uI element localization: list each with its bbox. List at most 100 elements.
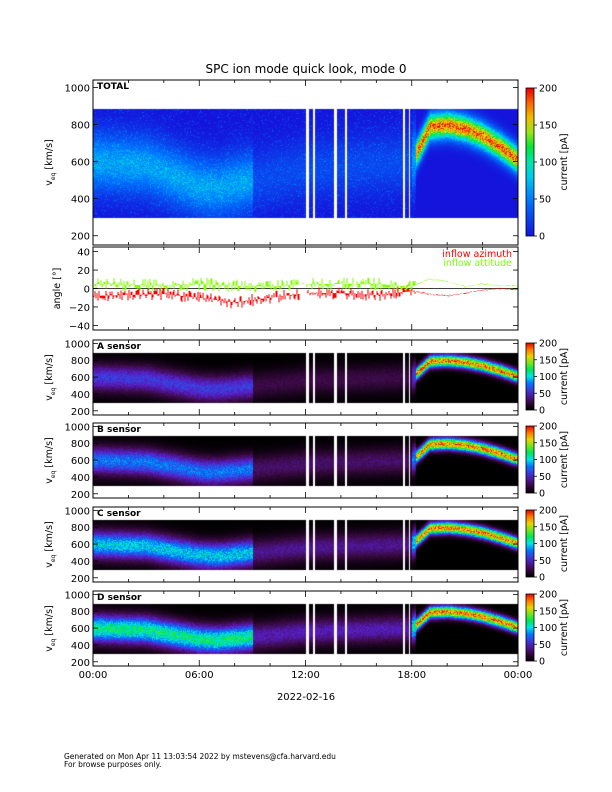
colorbar-tick-label: 100 xyxy=(539,539,557,550)
colorbar-tick-label: 150 xyxy=(539,606,557,617)
colorbar-tick-label: 0 xyxy=(539,489,545,500)
heatmap-a-sensor xyxy=(93,340,518,415)
colorbar xyxy=(525,425,535,494)
colorbar-tick-label: 0 xyxy=(539,657,545,668)
series-inflow-azimuth xyxy=(92,285,518,309)
y-tick-label: 600 xyxy=(71,456,90,467)
ylabel-v: v xyxy=(44,562,55,568)
colorbar-label: current [pA] xyxy=(559,431,570,488)
y-tick-label: 200 xyxy=(71,658,90,669)
y-tick-label: 400 xyxy=(71,641,90,652)
legend-inflow-attitude: inflow attitude xyxy=(443,258,512,269)
legend-inflow-azimuth: inflow azimuth xyxy=(442,249,512,260)
y-tick-label: 600 xyxy=(71,624,90,635)
colorbar-tick-label: 100 xyxy=(539,623,557,634)
y-axis-label-group: veq [km/s] xyxy=(44,139,57,185)
colorbar xyxy=(525,509,535,578)
colorbar-tick-label: 50 xyxy=(539,556,551,567)
y-tick-label: 200 xyxy=(71,574,90,585)
angle-ylabel: angle [°] xyxy=(52,268,63,310)
colorbar-tick-label: 200 xyxy=(539,339,557,350)
panel-label: B sensor xyxy=(97,425,141,435)
ylabel-v: v xyxy=(44,646,55,652)
y-tick-label: 1000 xyxy=(65,83,90,94)
y-tick-label: 400 xyxy=(71,390,90,401)
x-tick-label: 12:00 xyxy=(291,670,320,681)
colorbar-tick-label: 100 xyxy=(539,372,557,383)
y-tick-label: 800 xyxy=(71,439,90,450)
colorbar xyxy=(525,342,535,411)
panel-frame xyxy=(92,590,519,667)
colorbar-tick-label: 0 xyxy=(539,573,545,584)
y-tick-label: 200 xyxy=(71,232,90,243)
colorbar-tick-label: 150 xyxy=(539,522,557,533)
y-tick-label: 600 xyxy=(71,373,90,384)
colorbar-tick-label: 0 xyxy=(539,232,545,243)
ylabel-v: v xyxy=(44,180,55,186)
y-tick-label: 400 xyxy=(71,557,90,568)
colorbar-tick-label: 150 xyxy=(539,438,557,449)
panel-frame xyxy=(92,422,519,499)
panel-frame xyxy=(92,339,519,416)
y-axis-label-group: veq [km/s] xyxy=(44,521,57,567)
y-axis-label-group: veq [km/s] xyxy=(44,354,57,400)
y-tick-label: 800 xyxy=(71,607,90,618)
y-axis-label: veq [km/s] xyxy=(44,139,57,185)
colorbar-label: current [pA] xyxy=(559,599,570,656)
y-tick-label: 0 xyxy=(84,285,90,296)
panel-label: C sensor xyxy=(97,509,141,519)
y-axis-label-group: veq [km/s] xyxy=(44,437,57,483)
colorbar-tick-label: 50 xyxy=(539,472,551,483)
x-tick-label: 06:00 xyxy=(185,670,214,681)
colorbar-tick-label: 100 xyxy=(539,158,557,169)
y-tick-label: 800 xyxy=(71,120,90,131)
colorbar-label: current [pA] xyxy=(559,348,570,405)
y-tick-label: 400 xyxy=(71,473,90,484)
y-tick-label: −20 xyxy=(69,303,90,314)
plot-title: SPC ion mode quick look, mode 0 xyxy=(206,62,407,76)
colorbar-label-text: current [pA] xyxy=(559,133,570,190)
colorbar-tick-label: 50 xyxy=(539,195,551,206)
y-tick-label: 40 xyxy=(77,248,90,259)
y-axis-label: veq [km/s] xyxy=(44,354,57,400)
y-tick-label: 1000 xyxy=(65,422,90,433)
panel-label: A sensor xyxy=(97,342,142,352)
colorbar-tick-label: 100 xyxy=(539,455,557,466)
ylabel-unit: [km/s] xyxy=(44,139,55,172)
panel-label: TOTAL xyxy=(97,82,129,92)
y-tick-label: 600 xyxy=(71,158,90,169)
colorbar-label-text: current [pA] xyxy=(559,515,570,572)
colorbar-label-text: current [pA] xyxy=(559,348,570,405)
y-tick-label: 20 xyxy=(77,266,90,277)
colorbar-label: current [pA] xyxy=(559,133,570,190)
heatmap-c-sensor xyxy=(93,507,518,582)
colorbar-tick-label: 200 xyxy=(539,422,557,433)
colorbar-tick-label: 0 xyxy=(539,406,545,417)
colorbar-tick-label: 150 xyxy=(539,355,557,366)
colorbar-tick-label: 200 xyxy=(539,84,557,95)
angle-ylabel-text: angle [°] xyxy=(52,268,63,310)
y-tick-label: 200 xyxy=(71,490,90,501)
ylabel-unit: [km/s] xyxy=(44,605,55,638)
colorbar-tick-label: 200 xyxy=(539,506,557,517)
y-tick-label: 600 xyxy=(71,540,90,551)
colorbar-label: current [pA] xyxy=(559,515,570,572)
colorbar-tick-label: 50 xyxy=(539,389,551,400)
y-axis-label: veq [km/s] xyxy=(44,437,57,483)
heatmap-d-sensor xyxy=(93,591,518,666)
y-axis-label: veq [km/s] xyxy=(44,521,57,567)
ylabel-unit: [km/s] xyxy=(44,437,55,470)
ylabel-sub: eq xyxy=(50,554,57,562)
panel-label: D sensor xyxy=(97,593,142,603)
y-tick-label: 1000 xyxy=(65,339,90,350)
colorbar-label-text: current [pA] xyxy=(559,599,570,656)
ylabel-sub: eq xyxy=(50,172,57,180)
ylabel-sub: eq xyxy=(50,638,57,646)
panel-frame xyxy=(92,79,519,246)
colorbar-tick-label: 150 xyxy=(539,121,557,132)
heatmap-b-sensor xyxy=(93,423,518,498)
footer-generated: Generated on Mon Apr 11 13:03:54 2022 by… xyxy=(64,752,336,761)
colorbar-tick-label: 200 xyxy=(539,590,557,601)
colorbar xyxy=(525,593,535,662)
